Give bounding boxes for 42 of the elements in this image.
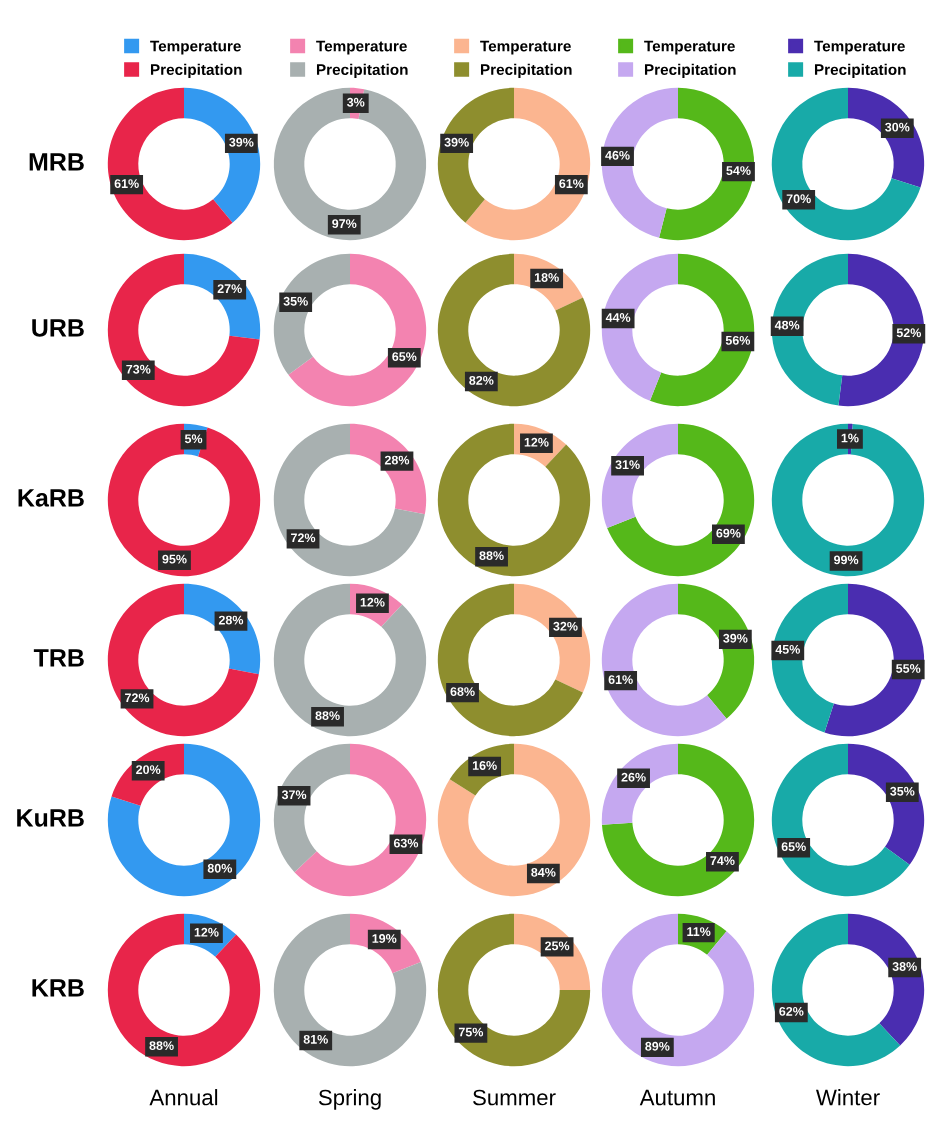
donut-slice [437,253,591,407]
text: KaRB [18,489,84,507]
donut-slice [601,743,755,897]
donut-slice [437,423,591,577]
donut-slice [601,253,678,401]
donut-slice [437,87,514,223]
donut-slice [601,913,755,1067]
donut-slice [824,583,925,737]
donut-slice [273,913,427,1067]
text: KRB [32,979,84,997]
donut-slice [838,253,925,407]
donut-slice [465,87,591,241]
donut-slice [678,583,755,719]
donut-slice [649,253,755,407]
donut-slice [771,423,925,577]
donut-slice [107,743,261,897]
donut-slice [184,87,261,223]
text: Autumn [639,1089,715,1106]
text: TRB [33,649,84,667]
donut-slice [771,87,921,241]
donut-slice [107,583,259,737]
donut-slice [107,253,260,407]
text: KuRB [17,809,84,827]
donut-slice [273,583,427,737]
text: Winter [816,1089,880,1106]
text: Annual [149,1089,218,1106]
donut-slice [607,423,755,577]
text: URB [32,319,84,337]
donut-slice [437,743,591,897]
donut-slice [437,913,591,1067]
donut-slice [107,87,233,241]
donut-slice [107,913,261,1067]
text: Summer [473,1089,556,1106]
donut-slice [107,423,261,577]
donut-slice [437,583,583,737]
donut-slice [601,583,727,737]
text: MRB [29,153,84,171]
donut-slice [601,87,678,238]
donut-slice [273,423,425,577]
text: Spring [318,1089,381,1110]
donut-slice [659,87,755,241]
donut-slice [273,87,427,241]
